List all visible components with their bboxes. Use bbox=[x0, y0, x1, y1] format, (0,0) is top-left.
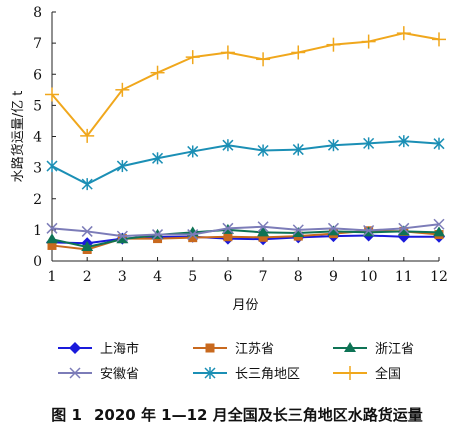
data-point bbox=[80, 128, 95, 143]
figure-title: 2020 年 1—12 月全国及长三角地区水路货运量 bbox=[93, 406, 423, 424]
legend-label: 安徽省 bbox=[100, 367, 139, 382]
figure-caption: 图 1 2020 年 1—12 月全国及长三角地区水路货运量 bbox=[0, 404, 474, 425]
y-axis-title: 水路货运量/亿 t bbox=[10, 91, 26, 183]
data-point bbox=[292, 143, 304, 156]
y-tick-label: 4 bbox=[33, 130, 42, 146]
series-line-5 bbox=[51, 140, 440, 186]
legend-marker bbox=[69, 342, 81, 354]
data-point bbox=[327, 225, 340, 236]
data-point bbox=[47, 240, 57, 250]
x-tick-label: 9 bbox=[329, 269, 338, 285]
data-point bbox=[433, 218, 445, 230]
legend-marker bbox=[344, 342, 356, 352]
data-point bbox=[150, 65, 165, 80]
data-point bbox=[327, 222, 339, 234]
legend-marker bbox=[69, 367, 81, 379]
y-tick-label: 6 bbox=[33, 67, 42, 83]
y-tick-label: 7 bbox=[33, 36, 42, 52]
legend-label: 上海市 bbox=[100, 341, 139, 357]
data-point bbox=[222, 139, 234, 152]
x-tick-label: 2 bbox=[83, 269, 92, 285]
data-point bbox=[81, 240, 94, 251]
legend-label: 江苏省 bbox=[235, 341, 274, 357]
data-point bbox=[81, 178, 93, 191]
data-point bbox=[258, 232, 268, 242]
x-tick-label: 6 bbox=[223, 269, 232, 285]
legend-marker bbox=[343, 366, 357, 380]
data-point bbox=[45, 87, 59, 102]
data-point bbox=[363, 224, 375, 237]
data-point bbox=[361, 34, 376, 49]
data-point bbox=[188, 233, 198, 243]
data-point bbox=[257, 144, 269, 157]
data-point bbox=[256, 52, 271, 67]
data-point bbox=[327, 139, 339, 152]
legend-label: 浙江省 bbox=[375, 342, 414, 357]
data-point bbox=[152, 152, 164, 165]
data-point bbox=[398, 135, 410, 148]
data-point bbox=[187, 145, 199, 158]
y-tick-label: 5 bbox=[33, 98, 42, 114]
data-point bbox=[46, 160, 58, 173]
data-point bbox=[116, 160, 128, 173]
data-point bbox=[116, 230, 128, 242]
data-point bbox=[185, 50, 200, 65]
y-tick-label: 0 bbox=[33, 254, 42, 270]
data-point bbox=[363, 137, 375, 150]
y-tick-label: 3 bbox=[33, 161, 42, 177]
legend-marker bbox=[204, 367, 216, 379]
data-point bbox=[433, 137, 445, 150]
data-point bbox=[257, 221, 269, 233]
data-point bbox=[257, 226, 270, 237]
data-point bbox=[398, 222, 410, 234]
series-line-4 bbox=[51, 223, 440, 238]
x-tick-label: 1 bbox=[48, 269, 57, 285]
data-point bbox=[291, 45, 306, 60]
data-point bbox=[220, 45, 235, 60]
data-point bbox=[223, 232, 233, 242]
data-point bbox=[432, 32, 446, 47]
data-point bbox=[292, 226, 305, 237]
x-tick-label: 12 bbox=[430, 269, 448, 285]
legend-marker bbox=[205, 343, 215, 353]
x-tick-label: 3 bbox=[118, 269, 127, 285]
data-point bbox=[116, 233, 129, 244]
data-point bbox=[326, 37, 341, 52]
x-tick-label: 4 bbox=[153, 269, 162, 285]
figure-label: 图 1 bbox=[51, 406, 82, 424]
data-point bbox=[187, 229, 199, 241]
data-point bbox=[46, 233, 58, 244]
x-tick-label: 5 bbox=[188, 269, 197, 285]
data-point bbox=[115, 82, 130, 97]
legend-label: 全国 bbox=[375, 366, 401, 382]
data-point bbox=[433, 226, 445, 237]
x-tick-label: 8 bbox=[294, 269, 303, 285]
y-tick-label: 2 bbox=[33, 192, 42, 208]
series-line-6 bbox=[51, 32, 440, 137]
data-point bbox=[222, 222, 234, 234]
x-axis-title: 月份 bbox=[232, 298, 258, 313]
x-tick-label: 10 bbox=[360, 269, 378, 285]
data-point bbox=[396, 26, 411, 41]
x-tick-label: 11 bbox=[395, 269, 413, 285]
data-point bbox=[292, 224, 304, 236]
y-tick-label: 1 bbox=[33, 223, 42, 239]
data-point bbox=[152, 229, 164, 241]
data-point bbox=[397, 225, 410, 236]
series-line-3 bbox=[51, 228, 440, 248]
data-point bbox=[46, 222, 58, 234]
legend-label: 长三角地区 bbox=[235, 367, 300, 382]
y-tick-label: 8 bbox=[33, 5, 42, 21]
data-point bbox=[81, 225, 93, 237]
x-tick-label: 7 bbox=[259, 269, 268, 285]
